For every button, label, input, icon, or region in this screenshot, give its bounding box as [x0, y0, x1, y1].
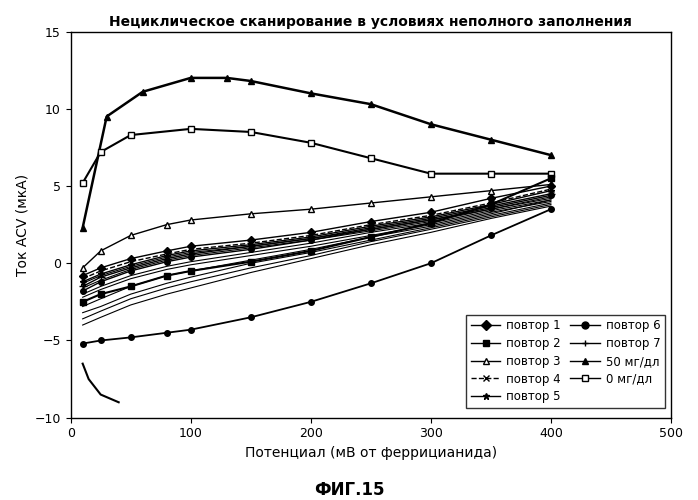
- X-axis label: Потенциал (мВ от феррицианида): Потенциал (мВ от феррицианида): [245, 446, 497, 460]
- Legend: повтор 1, повтор 2, повтор 3, повтор 4, повтор 5, повтор 6, повтор 7, 50 мг/дл, : повтор 1, повтор 2, повтор 3, повтор 4, …: [466, 314, 665, 408]
- Y-axis label: Ток ACV (мкА): Ток ACV (мкА): [15, 174, 29, 276]
- Title: Нециклическое сканирование в условиях неполного заполнения: Нециклическое сканирование в условиях не…: [110, 15, 632, 29]
- Text: ФИГ.15: ФИГ.15: [313, 481, 385, 499]
